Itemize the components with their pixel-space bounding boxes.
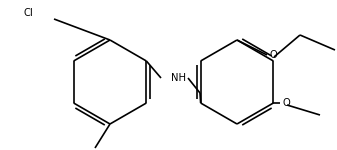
Text: NH: NH	[171, 73, 186, 83]
Text: O: O	[282, 98, 290, 108]
Text: O: O	[269, 50, 277, 60]
Text: Cl: Cl	[23, 8, 33, 18]
